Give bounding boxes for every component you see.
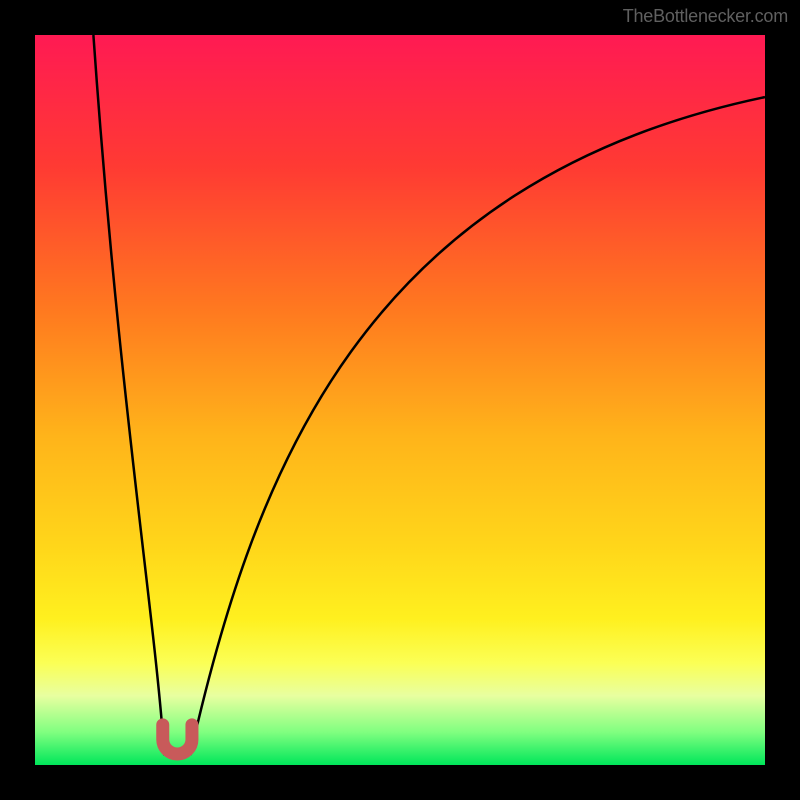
outer-frame: TheBottlenecker.com <box>0 0 800 800</box>
watermark-text: TheBottlenecker.com <box>623 6 788 27</box>
plot-area <box>35 35 765 765</box>
gradient-background <box>35 35 765 765</box>
chart-svg <box>35 35 765 765</box>
